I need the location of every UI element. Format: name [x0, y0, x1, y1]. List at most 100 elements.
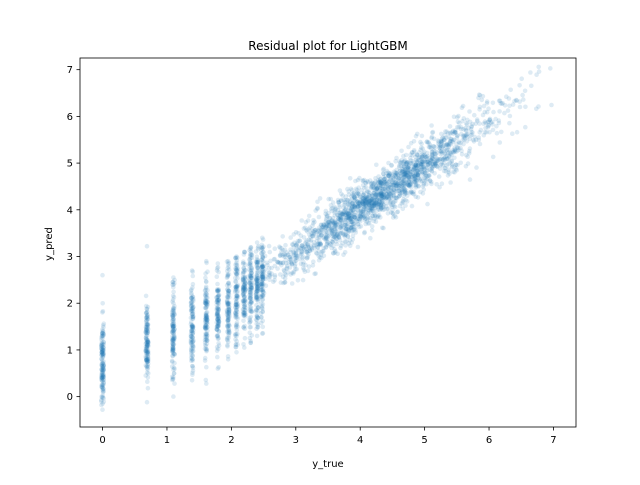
scatter-point	[226, 322, 231, 328]
scatter-point	[144, 345, 149, 350]
scatter-point	[216, 329, 222, 334]
scatter-point	[144, 327, 149, 333]
scatter-point	[143, 363, 149, 368]
scatter-point	[224, 259, 230, 264]
scatter-point	[396, 163, 402, 169]
scatter-point	[306, 264, 312, 269]
scatter-point	[170, 297, 176, 302]
scatter-point	[549, 102, 554, 108]
scatter-point	[144, 357, 149, 363]
scatter-point	[143, 335, 149, 341]
scatter-point	[170, 325, 176, 331]
scatter-point	[171, 338, 176, 343]
scatter-point	[202, 337, 208, 343]
scatter-point	[247, 286, 253, 292]
scatter-point	[242, 280, 248, 286]
scatter-point	[536, 69, 542, 74]
scatter-point	[190, 285, 195, 290]
scatter-point	[234, 338, 239, 344]
scatter-point	[225, 272, 230, 277]
scatter-point	[215, 324, 221, 329]
scatter-point	[170, 318, 176, 323]
scatter-point	[282, 271, 288, 277]
y-tick-label: 6	[67, 112, 73, 123]
scatter-point	[234, 266, 239, 272]
scatter-point	[189, 299, 194, 304]
scatter-point	[242, 312, 248, 318]
scatter-point	[241, 342, 246, 347]
scatter-point	[235, 288, 240, 294]
scatter-point	[302, 269, 308, 275]
scatter-point	[215, 317, 220, 322]
scatter-point	[225, 344, 230, 349]
scatter-point	[204, 299, 210, 304]
scatter-point	[214, 308, 220, 313]
scatter-point	[242, 283, 247, 289]
scatter-point	[226, 301, 231, 307]
scatter-point	[203, 311, 209, 316]
scatter-point	[170, 336, 176, 342]
scatter-point	[260, 318, 266, 324]
scatter-point	[204, 348, 209, 353]
scatter-point	[233, 266, 239, 272]
scatter-point	[101, 399, 107, 405]
scatter-point	[226, 309, 232, 314]
scatter-point	[203, 315, 208, 321]
scatter-point	[225, 273, 231, 279]
scatter-point	[234, 255, 240, 260]
scatter-point	[226, 280, 231, 286]
scatter-point	[144, 359, 150, 365]
scatter-point	[100, 348, 106, 353]
scatter-point	[374, 197, 380, 202]
scatter-point	[234, 299, 239, 304]
scatter-point	[101, 367, 106, 373]
scatter-point	[205, 301, 210, 307]
scatter-point	[189, 334, 195, 340]
scatter-point	[234, 271, 239, 277]
scatter-point	[190, 296, 195, 301]
scatter-point	[368, 235, 373, 241]
scatter-point	[101, 386, 106, 392]
scatter-point	[233, 255, 238, 261]
scatter-point	[170, 345, 175, 350]
scatter-point	[203, 322, 208, 328]
scatter-point	[100, 351, 105, 357]
scatter-point	[308, 239, 313, 244]
scatter-point	[215, 333, 220, 338]
scatter-point	[346, 202, 351, 207]
scatter-point	[517, 104, 523, 110]
scatter-point	[204, 310, 209, 316]
scatter-point	[216, 307, 221, 312]
scatter-point	[243, 286, 248, 292]
scatter-point	[331, 251, 336, 256]
scatter-point	[204, 313, 209, 318]
scatter-point	[101, 364, 106, 369]
scatter-point	[240, 274, 246, 280]
scatter-point	[476, 92, 482, 97]
scatter-point	[502, 110, 507, 116]
scatter-point	[519, 76, 524, 81]
scatter-point	[406, 183, 412, 188]
scatter-point	[339, 198, 344, 203]
scatter-point	[191, 304, 196, 310]
scatter-point	[169, 329, 175, 335]
scatter-point	[190, 306, 195, 312]
scatter-point	[439, 159, 445, 165]
scatter-point	[204, 295, 209, 301]
scatter-point	[143, 303, 149, 309]
scatter-point	[493, 116, 499, 122]
scatter-point	[248, 255, 253, 261]
scatter-point	[189, 303, 195, 308]
scatter-point	[226, 327, 232, 333]
scatter-point	[145, 339, 150, 345]
scatter-point	[226, 311, 231, 317]
scatter-point	[170, 310, 176, 316]
scatter-point	[171, 371, 177, 376]
scatter-point	[234, 284, 240, 289]
scatter-point	[205, 321, 210, 327]
scatter-point	[216, 292, 222, 298]
scatter-point	[143, 333, 149, 339]
scatter-point	[243, 281, 248, 287]
scatter-point	[458, 124, 464, 130]
scatter-point	[189, 324, 195, 329]
